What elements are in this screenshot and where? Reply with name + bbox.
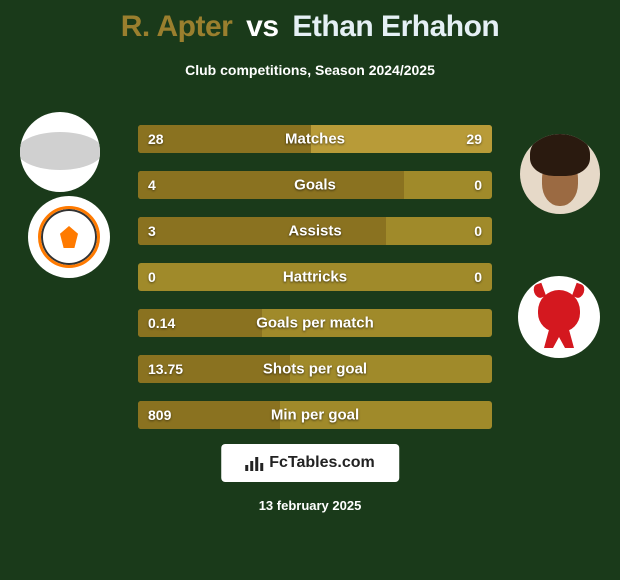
stat-left-value: 4	[148, 177, 156, 193]
comparison-title: R. Apter vs Ethan Erhahon	[0, 0, 620, 44]
player2-club-badge	[518, 276, 600, 358]
stat-label: Goals	[294, 177, 336, 194]
subtitle: Club competitions, Season 2024/2025	[0, 62, 620, 78]
stat-left-value: 0.14	[148, 315, 175, 331]
blackpool-badge-icon	[38, 206, 100, 268]
brand-badge: FcTables.com	[221, 444, 399, 482]
brand-text: FcTables.com	[269, 454, 375, 472]
stat-left-value: 28	[148, 131, 164, 147]
player2-name: Ethan Erhahon	[292, 10, 499, 43]
stat-row: 809 Min per goal	[138, 401, 492, 429]
stat-row: 3 0 Assists	[138, 217, 492, 245]
player2-avatar	[520, 134, 600, 214]
vs-text: vs	[246, 10, 278, 43]
stat-label: Min per goal	[271, 407, 359, 424]
stat-row: 4 0 Goals	[138, 171, 492, 199]
stat-label: Hattricks	[283, 269, 347, 286]
stat-label: Matches	[285, 131, 345, 148]
stat-right-value: 29	[466, 131, 482, 147]
stat-label: Shots per goal	[263, 361, 367, 378]
stat-right-value: 0	[474, 223, 482, 239]
stats-bars: 28 29 Matches 4 0 Goals 3 0 Assists 0 0 Hattricks 0.…	[138, 125, 492, 447]
bar-chart-icon	[245, 455, 263, 471]
stat-fill-left	[138, 171, 404, 199]
stat-right-value: 0	[474, 269, 482, 285]
stat-row: 28 29 Matches	[138, 125, 492, 153]
stat-row: 0.14 Goals per match	[138, 309, 492, 337]
player1-avatar	[20, 112, 100, 192]
lincoln-city-badge-icon	[530, 286, 588, 348]
stat-row: 13.75 Shots per goal	[138, 355, 492, 383]
stat-left-value: 3	[148, 223, 156, 239]
stat-label: Goals per match	[256, 315, 374, 332]
player1-club-badge	[28, 196, 110, 278]
stat-label: Assists	[288, 223, 341, 240]
stat-row: 0 0 Hattricks	[138, 263, 492, 291]
stat-left-value: 809	[148, 407, 171, 423]
stat-right-value: 0	[474, 177, 482, 193]
player1-name: R. Apter	[121, 10, 233, 43]
stat-fill-left	[138, 217, 386, 245]
stat-left-value: 13.75	[148, 361, 183, 377]
stat-left-value: 0	[148, 269, 156, 285]
date-text: 13 february 2025	[259, 498, 362, 513]
